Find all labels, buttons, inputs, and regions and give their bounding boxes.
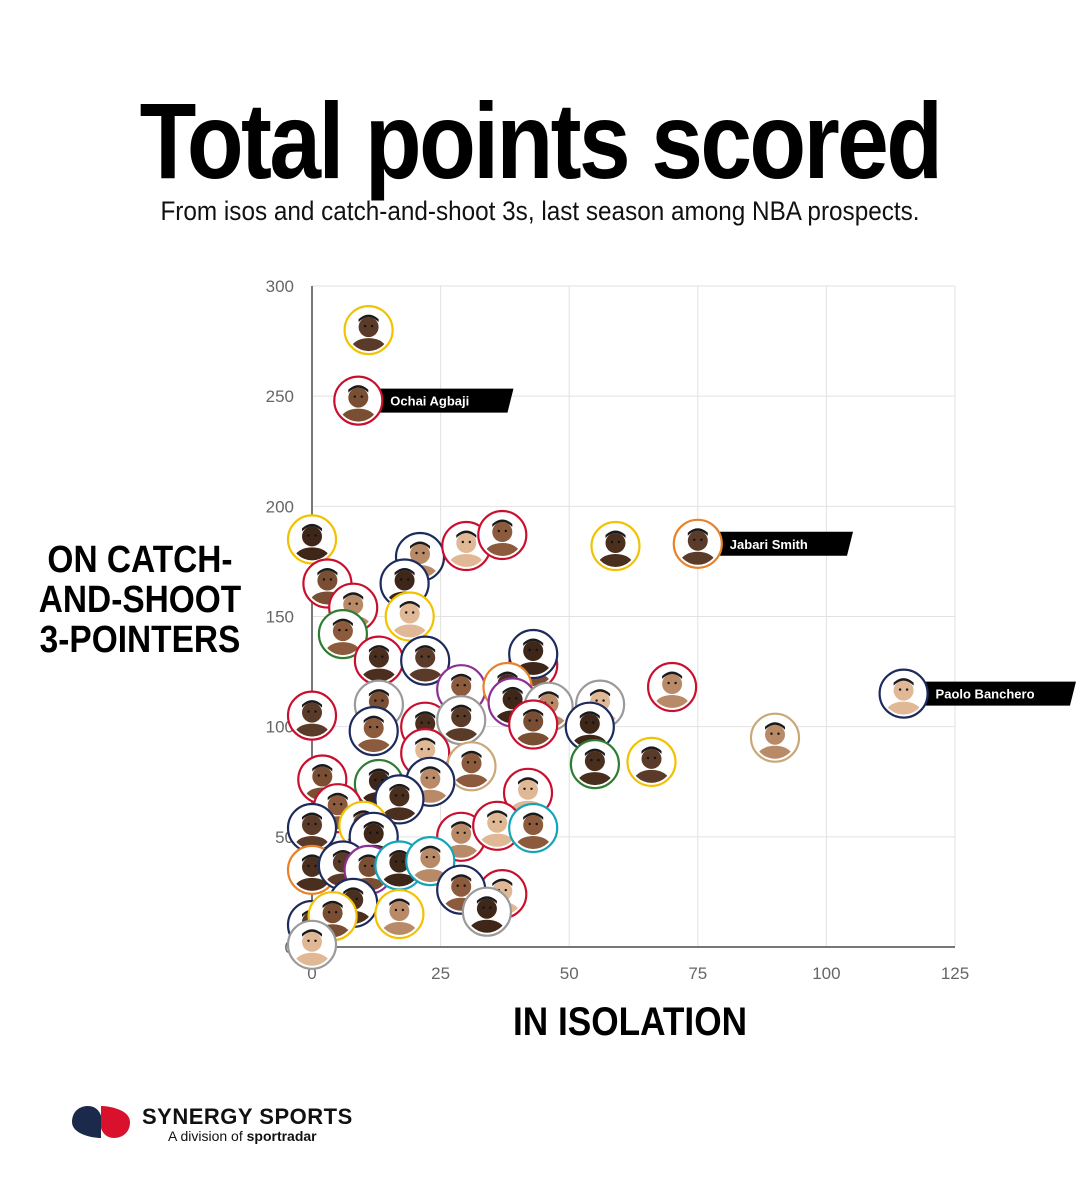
player-name-label: Ochai Agbaji — [390, 394, 469, 409]
x-tick-label: 50 — [560, 964, 579, 983]
y-tick-label: 200 — [266, 497, 294, 516]
x-tick-label: 75 — [688, 964, 707, 983]
player-marker[interactable] — [333, 375, 384, 426]
y-tick-label: 150 — [266, 608, 294, 627]
player-name-tag: Ochai Agbaji — [380, 388, 514, 413]
chart-subtitle: From isos and catch-and-shoot 3s, last s… — [160, 196, 920, 226]
player-marker[interactable] — [286, 690, 338, 741]
player-marker[interactable] — [374, 888, 425, 940]
axis-layer: 0255075100125050100150200250300 — [266, 277, 970, 983]
x-axis-label: IN ISOLATION — [512, 1000, 747, 1044]
brand-division-prefix: A division of — [168, 1128, 247, 1144]
x-tick-label: 125 — [941, 964, 969, 983]
player-marker[interactable] — [343, 305, 394, 356]
points-layer: Ochai Agbaji Jabari Smith Paolo Banchero — [286, 305, 1076, 970]
player-marker[interactable] — [400, 635, 451, 686]
player-name-label: Jabari Smith — [730, 537, 808, 552]
brand-name: SYNERGY SPORTS — [142, 1104, 353, 1129]
y-tick-label: 250 — [266, 387, 294, 406]
player-marker[interactable] — [384, 591, 435, 642]
y-tick-label: 100 — [266, 718, 294, 737]
player-marker[interactable] — [672, 518, 723, 569]
player-marker[interactable] — [590, 520, 641, 572]
y-tick-label: 300 — [266, 277, 294, 296]
player-marker[interactable] — [348, 705, 399, 757]
player-headshot-icon — [292, 700, 332, 737]
player-headshot-icon — [482, 519, 523, 556]
brand-parent: sportradar — [246, 1128, 317, 1144]
chart-title: Total points scored — [139, 80, 943, 201]
grid-layer — [312, 285, 956, 947]
player-name-tag: Jabari Smith — [719, 531, 853, 556]
player-marker[interactable] — [405, 835, 456, 887]
synergy-logo-icon — [72, 1106, 130, 1138]
player-marker[interactable] — [626, 736, 677, 788]
player-marker[interactable] — [646, 661, 698, 713]
player-marker[interactable] — [317, 608, 368, 660]
player-marker[interactable] — [436, 694, 487, 746]
x-tick-label: 100 — [812, 964, 840, 983]
y-axis-label: ON CATCH-AND-SHOOT 3-POINTERS — [38, 539, 242, 661]
brand-division: A division of sportradar — [168, 1128, 317, 1144]
player-marker[interactable] — [508, 699, 559, 750]
player-marker[interactable] — [302, 558, 353, 609]
x-tick-label: 25 — [431, 964, 450, 983]
x-tick-label: 0 — [307, 964, 316, 983]
player-name-tag: Paolo Banchero — [925, 681, 1076, 706]
player-marker[interactable] — [286, 514, 338, 565]
player-marker[interactable] — [569, 738, 621, 790]
player-marker[interactable] — [461, 886, 512, 937]
player-marker[interactable] — [286, 919, 338, 970]
player-marker[interactable] — [878, 668, 929, 719]
player-name-label: Paolo Banchero — [936, 687, 1035, 702]
player-marker[interactable] — [374, 774, 425, 825]
player-marker[interactable] — [749, 712, 801, 763]
player-marker[interactable] — [353, 635, 404, 686]
player-marker[interactable] — [477, 509, 528, 561]
player-marker[interactable] — [564, 701, 615, 752]
player-marker[interactable] — [508, 802, 559, 854]
